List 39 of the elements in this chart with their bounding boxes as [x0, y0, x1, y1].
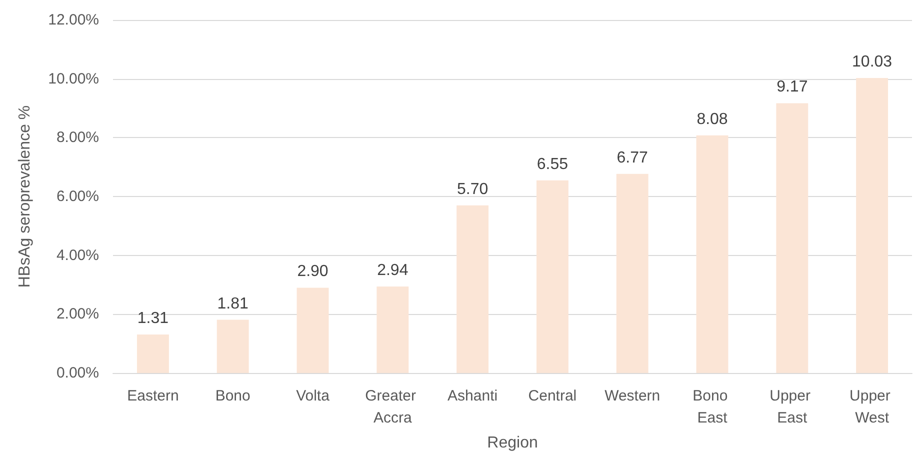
x-tick-label: Bono East	[692, 388, 732, 426]
y-tick-label: 8.00%	[56, 129, 99, 146]
data-label: 1.81	[217, 295, 249, 312]
data-label: 1.31	[137, 310, 169, 327]
bar	[696, 135, 728, 373]
x-tick-label: Eastern	[127, 388, 179, 404]
x-tick-label: Central	[528, 388, 577, 404]
bar	[616, 174, 648, 373]
y-tick-label: 10.00%	[48, 70, 99, 88]
y-axis-title: HBsAg seroprevalence %	[16, 105, 34, 288]
data-label: 6.55	[536, 156, 568, 173]
data-label: 6.77	[616, 149, 648, 166]
bar	[456, 205, 489, 373]
x-tick-label: Western	[604, 388, 660, 404]
y-tick-label: 2.00%	[56, 306, 99, 323]
x-tick-label: Upper West	[850, 388, 895, 426]
x-tick-label: Greater Accra	[365, 388, 420, 426]
data-label: 8.08	[696, 110, 728, 128]
x-tick-label: Volta	[296, 388, 330, 404]
data-label: 2.90	[297, 263, 328, 280]
bar	[376, 286, 409, 373]
bar	[856, 78, 888, 373]
data-label: 10.03	[852, 53, 892, 70]
x-tick-label: Upper East	[770, 388, 815, 426]
data-label: 5.70	[456, 180, 488, 198]
bar	[136, 334, 169, 373]
bar	[776, 103, 808, 373]
y-tick-label: 0.00%	[56, 364, 99, 382]
data-label: 2.94	[377, 262, 408, 280]
y-tick-label: 6.00%	[56, 188, 99, 205]
bar	[536, 180, 568, 373]
bar	[216, 320, 249, 373]
y-tick-label: 12.00%	[48, 12, 99, 28]
y-tick-label: 4.00%	[56, 246, 99, 264]
data-label: 9.17	[776, 78, 808, 96]
x-tick-label: Bono	[215, 388, 250, 404]
x-tick-label: Ashanti	[448, 388, 498, 404]
bar	[296, 288, 329, 373]
x-axis-title: Region	[487, 434, 538, 452]
